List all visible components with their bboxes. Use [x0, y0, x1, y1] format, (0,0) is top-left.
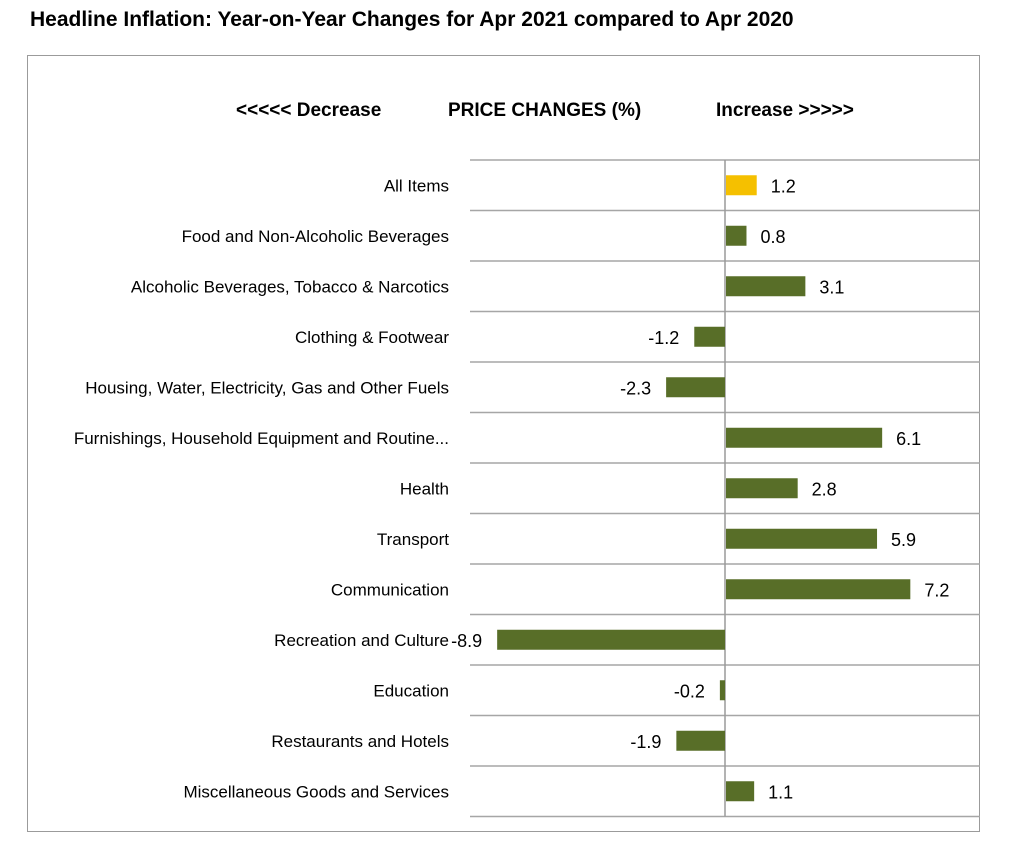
category-label: Recreation and Culture: [274, 631, 449, 650]
bar: [726, 579, 911, 600]
bar: [726, 276, 806, 297]
data-label: 1.2: [771, 176, 796, 196]
data-label: 2.8: [812, 479, 837, 499]
data-label: 5.9: [891, 530, 916, 550]
bar: [726, 225, 747, 246]
data-label: -2.3: [620, 378, 651, 398]
chart-title: Headline Inflation: Year-on-Year Changes…: [30, 8, 794, 31]
data-label: 0.8: [760, 227, 785, 247]
bar: [726, 427, 883, 448]
category-label: Communication: [331, 580, 449, 599]
price-changes-header: PRICE CHANGES (%): [448, 100, 642, 121]
data-label: -8.9: [451, 631, 482, 651]
data-label: -0.2: [674, 681, 705, 701]
data-label: 7.2: [924, 580, 949, 600]
data-label: 1.1: [768, 782, 793, 802]
category-label: Clothing & Footwear: [295, 328, 449, 347]
bar: [719, 680, 725, 701]
data-label: 3.1: [819, 277, 844, 297]
category-label: Alcoholic Beverages, Tobacco & Narcotics: [131, 277, 449, 296]
bar: [497, 629, 725, 650]
bar: [726, 175, 757, 196]
bar: [726, 478, 798, 499]
category-label: Housing, Water, Electricity, Gas and Oth…: [85, 378, 449, 397]
category-label: Food and Non-Alcoholic Beverages: [182, 227, 449, 246]
category-label: Miscellaneous Goods and Services: [183, 782, 449, 801]
category-label: Health: [400, 479, 449, 498]
bar: [726, 781, 755, 802]
data-label: 6.1: [896, 429, 921, 449]
category-label: Education: [373, 681, 449, 700]
category-label: Furnishings, Household Equipment and Rou…: [74, 429, 449, 448]
data-label: -1.2: [648, 328, 679, 348]
bar: [694, 326, 725, 347]
category-label: Restaurants and Hotels: [271, 732, 449, 751]
data-label: -1.9: [630, 732, 661, 752]
bar: [676, 730, 725, 751]
bar: [666, 377, 725, 398]
decrease-header: <<<<< Decrease: [236, 100, 382, 121]
increase-header: Increase >>>>>: [716, 100, 854, 121]
category-label: Transport: [377, 530, 449, 549]
category-label: All Items: [384, 176, 449, 195]
bar: [726, 528, 878, 549]
chart-frame: [27, 55, 980, 832]
